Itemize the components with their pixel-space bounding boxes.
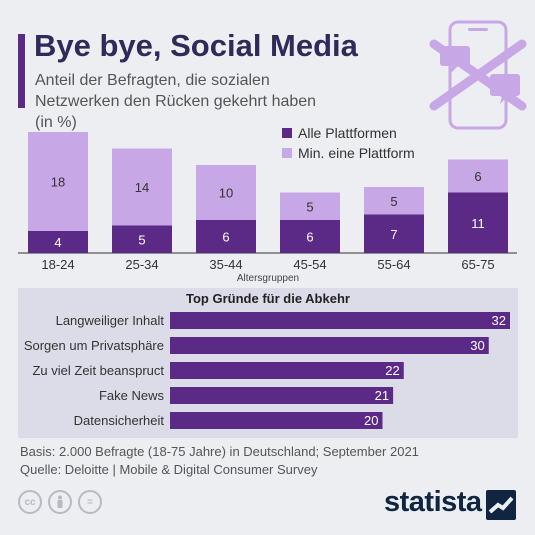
- title-accent-bar: [18, 34, 25, 108]
- data-label-all: 6: [306, 230, 313, 245]
- reason-label: Langweiliger Inhalt: [56, 313, 165, 328]
- x-tick-label: 65-75: [461, 257, 494, 272]
- bar-segment-all: [28, 231, 88, 253]
- top-reasons-panel: Top Gründe für die Abkehr 32 Langweiliger…: [18, 288, 518, 438]
- reason-value: 22: [385, 363, 399, 378]
- bar-segment-one: [28, 132, 88, 231]
- x-tick-label: 18-24: [41, 257, 74, 272]
- data-label-one: 14: [135, 180, 149, 195]
- brand-wordmark: statista: [384, 486, 482, 518]
- legend-label-one: Min. eine Plattform: [298, 145, 415, 161]
- legend-swatch-all: [282, 128, 292, 138]
- x-tick-label: 55-64: [377, 257, 410, 272]
- reason-label: Datensicherheit: [74, 413, 165, 428]
- reason-label: Sorgen um Privatsphäre: [24, 338, 164, 353]
- reason-bar: [170, 337, 489, 354]
- basis-note: Basis: 2.000 Befragte (18-75 Jahre) in D…: [20, 444, 419, 459]
- reason-value: 32: [492, 313, 506, 328]
- bar-segment-one: [196, 165, 256, 220]
- x-axis-label: Altersgruppen: [237, 273, 299, 284]
- reason-value: 20: [364, 413, 378, 428]
- data-label-one: 18: [51, 175, 65, 190]
- bar-segment-all: [448, 192, 508, 253]
- data-label-all: 7: [390, 227, 397, 242]
- reason-bar: [170, 312, 510, 329]
- reason-bar: [170, 412, 383, 429]
- data-label-all: 5: [138, 232, 145, 247]
- data-label-one: 5: [390, 194, 397, 209]
- legend: Alle Plattformen Min. eine Plattform: [282, 123, 415, 163]
- source-note: Quelle: Deloitte | Mobile & Digital Cons…: [20, 462, 318, 477]
- reason-bar: [170, 362, 404, 379]
- stacked-bar-chart: 4 18 18-24 5 14 25-34 6 10 35-44 6 5 45-54 7 5 55-64 11…: [18, 132, 517, 284]
- bar-segment-one: [112, 148, 172, 226]
- legend-label-all: Alle Plattformen: [298, 125, 397, 141]
- bar-segment-one: [364, 187, 424, 215]
- data-label-all: 4: [54, 235, 61, 250]
- data-label-all: 11: [471, 216, 485, 231]
- horizontal-bar-chart: 32 Langweiliger Inhalt 30 Sorgen um Privats…: [24, 312, 510, 429]
- license-icons: cc =: [18, 490, 102, 514]
- data-label-one: 5: [306, 199, 313, 214]
- reason-label: Zu viel Zeit beanspruct: [32, 363, 164, 378]
- bar-segment-one: [448, 159, 508, 193]
- bar-segment-all: [112, 225, 172, 253]
- legend-item-one: Min. eine Plattform: [282, 143, 415, 163]
- page-title: Bye bye, Social Media: [34, 28, 358, 63]
- data-label-one: 10: [219, 186, 233, 201]
- bar-segment-one: [280, 192, 340, 220]
- x-tick-label: 45-54: [293, 257, 326, 272]
- cc-icon: cc: [18, 490, 42, 514]
- x-tick-label: 35-44: [209, 257, 242, 272]
- legend-swatch-one: [282, 148, 292, 158]
- legend-item-all: Alle Plattformen: [282, 123, 415, 143]
- reason-value: 21: [375, 388, 389, 403]
- person-icon: [48, 490, 72, 514]
- x-tick-label: 25-34: [125, 257, 158, 272]
- reason-value: 30: [470, 338, 484, 353]
- bar-segment-all: [196, 220, 256, 253]
- data-label-all: 6: [222, 230, 229, 245]
- bar-segment-all: [280, 220, 340, 253]
- data-label-one: 6: [474, 169, 481, 184]
- bar-segment-all: [364, 214, 424, 253]
- equals-icon: =: [78, 490, 102, 514]
- statista-logo-icon: [486, 490, 516, 520]
- cross-icon: [429, 39, 527, 111]
- top-reasons-title: Top Gründe für die Abkehr: [186, 291, 350, 306]
- phone-icon: [429, 20, 527, 130]
- page-subtitle: Anteil der Befragten, die sozialen Netzw…: [35, 72, 317, 131]
- reason-label: Fake News: [99, 388, 165, 403]
- reason-bar: [170, 387, 394, 404]
